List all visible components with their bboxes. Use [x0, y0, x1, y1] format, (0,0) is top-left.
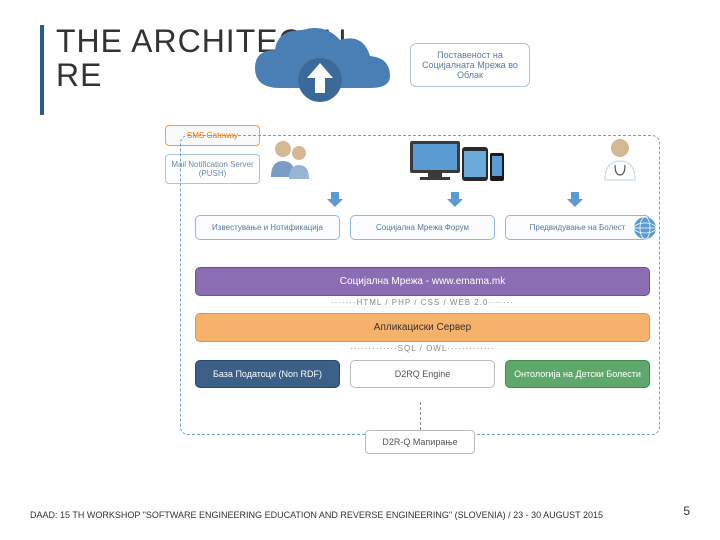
devices-icon [400, 133, 510, 188]
page-number: 5 [683, 504, 690, 518]
doctor-icon [595, 135, 645, 185]
cloud-label: Поставеност на Социјалната Мрежа во Обла… [410, 43, 530, 87]
architecture-diagram: Поставеност на Социјалната Мрежа во Обла… [165, 10, 675, 490]
tech-stack-data: ·············SQL / OWL············· [195, 344, 650, 353]
module-row: Известување и Нотификација Социјална Мре… [195, 215, 650, 240]
connector-line [420, 402, 421, 430]
globe-icon [633, 216, 657, 240]
d2rq-engine-box: D2RQ Engine [350, 360, 495, 388]
ontology-box: Онтологија на Детски Болести [505, 360, 650, 388]
footer-text: DAAD: 15 TH WORKSHOP "SOFTWARE ENGINEERI… [30, 510, 670, 522]
social-network-layer: Социјална Мрежа - www.emama.mk [195, 267, 650, 296]
user-group-icon [265, 135, 315, 185]
arrow-down-icon [446, 190, 464, 208]
cloud-layer: Поставеност на Социјалната Мрежа во Обла… [245, 10, 575, 120]
arrow-down-icon [326, 190, 344, 208]
arrows-row [275, 190, 635, 210]
d2r-mapping-box: D2R-Q Мапирање [365, 430, 475, 454]
app-server-layer: Апликациски Сервер [195, 313, 650, 342]
module-prediction-label: Предвидување на Болест [530, 223, 626, 232]
arrow-down-icon [566, 190, 584, 208]
module-forum: Социјална Мрежа Форум [350, 215, 495, 240]
accent-bar [40, 25, 44, 115]
module-notification: Известување и Нотификација [195, 215, 340, 240]
data-layer-row: База Податоци (Non RDF) D2RQ Engine Онто… [195, 360, 650, 388]
cloud-upload-icon [245, 18, 395, 113]
module-prediction: Предвидување на Болест [505, 215, 650, 240]
tech-stack-web: ·······HTML / PHP / CSS / WEB 2.0······· [195, 298, 650, 307]
database-box: База Податоци (Non RDF) [195, 360, 340, 388]
actors-row [265, 130, 645, 190]
